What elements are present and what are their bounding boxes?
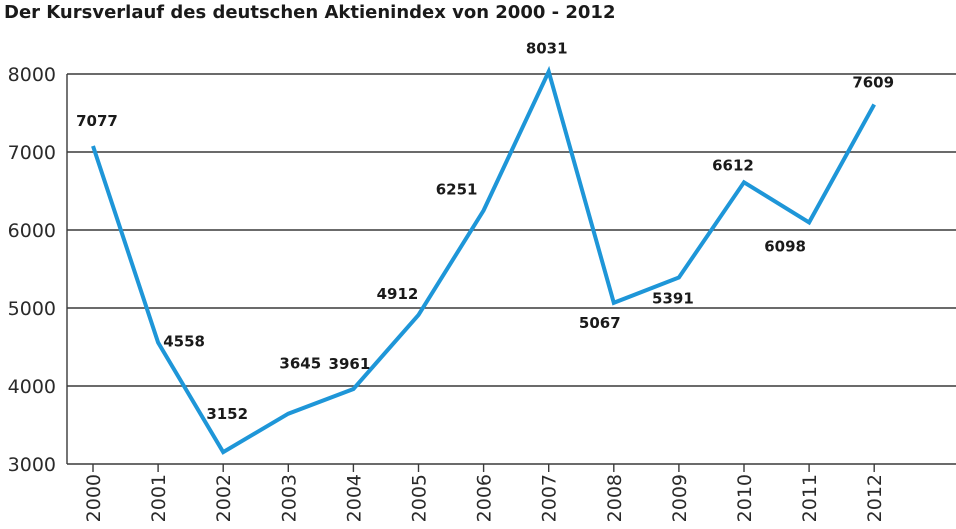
series-lines bbox=[91, 65, 876, 455]
x-tick-label: 2010 bbox=[734, 474, 756, 522]
x-tick-label: 2006 bbox=[474, 474, 496, 522]
x-tick-label: 2011 bbox=[799, 474, 821, 522]
y-tick-labels: 3000 4000 5000 6000 7000 8000 bbox=[8, 64, 56, 476]
data-label: 3961 bbox=[329, 355, 371, 373]
x-tick-label: 2007 bbox=[539, 474, 561, 522]
data-label: 6251 bbox=[436, 180, 478, 198]
x-tick-label: 2009 bbox=[669, 474, 691, 522]
y-tick-label: 5000 bbox=[8, 298, 56, 320]
data-labels: 7077 4558 3152 3645 3961 4912 6251 8031 5067 5391… bbox=[76, 40, 894, 424]
y-tick-label: 3000 bbox=[8, 454, 56, 476]
data-label: 4912 bbox=[377, 285, 419, 303]
data-label: 3645 bbox=[279, 355, 321, 373]
x-tick-label: 2004 bbox=[343, 474, 365, 522]
data-label: 7609 bbox=[852, 73, 894, 91]
series-line bbox=[91, 65, 876, 455]
x-tick-labels: 2000 2001 2002 2003 2004 2005 2006 2007 2008 2009… bbox=[83, 474, 886, 522]
data-label: 6098 bbox=[764, 237, 806, 255]
y-tick-label: 8000 bbox=[8, 64, 56, 86]
chart-title: Der Kursverlauf des deutschen Aktieninde… bbox=[4, 2, 616, 23]
data-label: 5391 bbox=[652, 290, 694, 308]
data-label: 4558 bbox=[163, 332, 205, 350]
y-tick-label: 4000 bbox=[8, 376, 56, 398]
x-tick-label: 2001 bbox=[148, 474, 170, 522]
x-tick-label: 2000 bbox=[83, 474, 105, 522]
data-label: 5067 bbox=[579, 314, 621, 332]
x-tick-label: 2003 bbox=[278, 474, 300, 522]
x-tick-label: 2008 bbox=[604, 474, 626, 522]
axes bbox=[66, 74, 875, 472]
data-label: 8031 bbox=[526, 40, 568, 58]
x-tick-label: 2012 bbox=[864, 474, 886, 522]
data-label: 3152 bbox=[206, 405, 248, 423]
grid-lines bbox=[67, 73, 956, 465]
data-label: 7077 bbox=[76, 112, 118, 130]
x-tick-label: 2005 bbox=[409, 474, 431, 522]
data-label: 6612 bbox=[712, 156, 754, 174]
y-tick-label: 6000 bbox=[8, 220, 56, 242]
x-tick-label: 2002 bbox=[213, 474, 235, 522]
y-tick-label: 7000 bbox=[8, 142, 56, 164]
